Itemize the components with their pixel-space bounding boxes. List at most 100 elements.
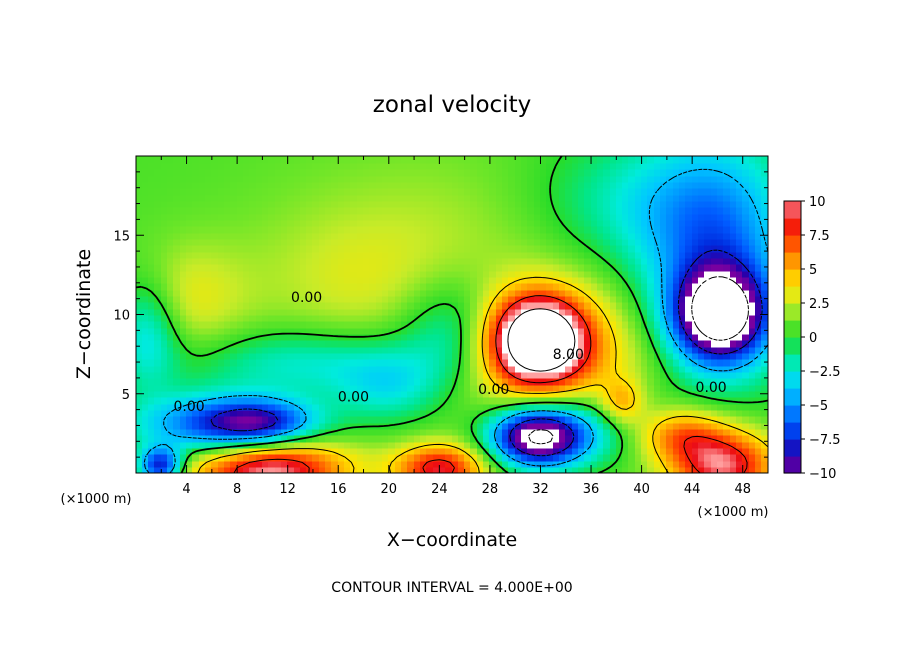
field-cell xyxy=(350,282,359,291)
field-cell xyxy=(306,187,314,196)
field-cell xyxy=(256,181,264,189)
field-cell xyxy=(597,295,605,303)
field-cell xyxy=(527,371,536,379)
field-cell xyxy=(167,200,175,208)
field-cell xyxy=(142,466,150,473)
field-cell xyxy=(527,194,536,202)
field-cell xyxy=(723,314,732,322)
field-cell xyxy=(401,263,409,272)
field-cell xyxy=(148,251,156,259)
field-cell xyxy=(755,365,763,373)
field-cell xyxy=(616,466,624,473)
field-cell xyxy=(256,339,264,348)
field-cell xyxy=(616,238,624,246)
field-cell xyxy=(167,156,175,164)
field-cell xyxy=(281,390,289,398)
field-cell xyxy=(325,384,333,392)
field-cell xyxy=(281,466,289,473)
field-cell xyxy=(154,156,163,164)
field-cell xyxy=(603,219,611,227)
field-cell xyxy=(527,422,536,430)
field-cell xyxy=(325,156,333,164)
field-cell xyxy=(426,415,435,424)
field-cell xyxy=(489,422,498,430)
field-cell xyxy=(136,314,144,322)
field-cell xyxy=(287,187,295,196)
field-cell xyxy=(761,187,768,196)
field-cell xyxy=(546,206,555,215)
field-cell xyxy=(622,333,630,341)
field-cell xyxy=(224,409,232,417)
field-cell xyxy=(312,339,321,348)
field-cell xyxy=(205,346,213,354)
field-cell xyxy=(325,460,333,468)
field-cell xyxy=(230,263,239,272)
field-cell xyxy=(578,403,586,411)
field-cell xyxy=(344,181,352,189)
field-cell xyxy=(142,365,150,373)
field-cell xyxy=(420,390,428,398)
field-cell xyxy=(540,238,548,246)
field-cell xyxy=(508,187,517,196)
field-cell xyxy=(711,422,719,430)
field-cell xyxy=(161,213,169,221)
field-cell xyxy=(287,460,295,468)
field-cell xyxy=(717,346,725,354)
field-cell xyxy=(597,434,605,443)
field-cell xyxy=(167,327,175,335)
field-cell xyxy=(483,352,491,360)
field-cell xyxy=(521,428,529,436)
field-cell xyxy=(692,282,700,291)
field-cell xyxy=(477,320,485,329)
field-cell xyxy=(483,200,491,208)
field-cell xyxy=(470,257,479,265)
field-cell xyxy=(256,352,264,360)
field-cell xyxy=(167,225,175,234)
field-cell xyxy=(711,365,719,373)
field-cell xyxy=(755,415,763,424)
field-cell xyxy=(414,339,422,348)
field-cell xyxy=(426,428,435,436)
field-cell xyxy=(275,200,283,208)
field-cell xyxy=(192,289,201,297)
field-cell xyxy=(331,415,340,424)
field-cell xyxy=(603,447,611,455)
field-cell xyxy=(325,289,333,297)
field-cell xyxy=(414,434,422,443)
field-cell xyxy=(654,396,662,405)
field-cell xyxy=(452,358,460,367)
field-cell xyxy=(224,270,232,278)
field-cell xyxy=(237,320,245,329)
field-cell xyxy=(610,365,618,373)
field-cell xyxy=(452,447,460,455)
field-cell xyxy=(136,181,144,189)
field-cell xyxy=(515,365,523,373)
field-cell xyxy=(180,194,188,202)
field-cell xyxy=(186,460,194,468)
field-cell xyxy=(199,187,207,196)
field-cell xyxy=(578,320,586,329)
field-cell xyxy=(685,453,694,462)
field-cell xyxy=(275,276,283,284)
field-cell xyxy=(711,251,719,259)
field-cell xyxy=(597,396,605,405)
field-cell xyxy=(679,453,687,462)
field-cell xyxy=(730,238,738,246)
field-cell xyxy=(376,181,384,189)
field-cell xyxy=(401,232,409,240)
field-cell xyxy=(148,263,156,272)
field-cell xyxy=(426,377,435,386)
field-cell xyxy=(325,415,333,424)
field-cell xyxy=(344,384,352,392)
field-cell xyxy=(565,441,574,449)
field-cell xyxy=(300,308,308,316)
field-cell xyxy=(357,346,365,354)
field-cell xyxy=(489,460,498,468)
field-cell xyxy=(237,244,245,253)
field-cell xyxy=(546,276,555,284)
field-cell xyxy=(755,238,763,246)
field-cell xyxy=(515,428,523,436)
field-cell xyxy=(376,460,384,468)
field-cell xyxy=(635,251,643,259)
field-cell xyxy=(287,219,295,227)
